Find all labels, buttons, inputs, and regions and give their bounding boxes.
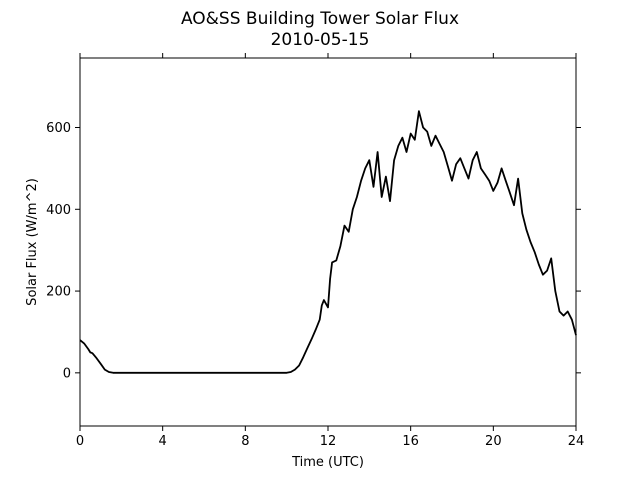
plot-frame <box>79 57 577 427</box>
y-axis-ticks: 0 200 400 600 <box>46 121 581 381</box>
chart-title: AO&SS Building Tower Solar Flux <box>181 9 459 29</box>
x-tick-label: 0 <box>76 434 84 449</box>
chart-subtitle: 2010-05-15 <box>271 30 370 50</box>
x-tick-label: 4 <box>159 434 167 449</box>
y-tick-label: 0 <box>63 366 71 381</box>
x-axis-ticks: 0 4 8 12 16 20 24 <box>76 53 584 449</box>
y-axis-label: Solar Flux (W/m^2) <box>25 178 40 306</box>
x-tick-label: 16 <box>402 434 419 449</box>
y-tick-label: 400 <box>46 203 71 218</box>
x-tick-label: 20 <box>485 434 502 449</box>
y-tick-label: 600 <box>46 121 71 136</box>
solar-flux-series-line <box>79 110 577 374</box>
x-tick-label: 8 <box>241 434 249 449</box>
x-tick-label: 12 <box>320 434 337 449</box>
x-tick-label: 24 <box>568 434 585 449</box>
y-tick-label: 200 <box>46 285 71 300</box>
x-axis-label: Time (UTC) <box>291 455 364 470</box>
